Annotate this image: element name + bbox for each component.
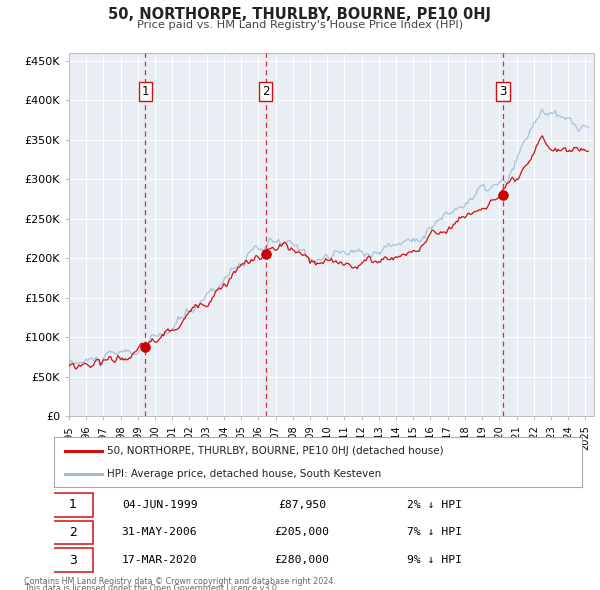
Text: 7% ↓ HPI: 7% ↓ HPI bbox=[407, 527, 461, 537]
Text: 17-MAR-2020: 17-MAR-2020 bbox=[122, 555, 197, 565]
Text: 31-MAY-2006: 31-MAY-2006 bbox=[122, 527, 197, 537]
Text: 1: 1 bbox=[142, 85, 149, 98]
Text: 04-JUN-1999: 04-JUN-1999 bbox=[122, 500, 197, 510]
Text: 50, NORTHORPE, THURLBY, BOURNE, PE10 0HJ (detached house): 50, NORTHORPE, THURLBY, BOURNE, PE10 0HJ… bbox=[107, 445, 443, 455]
Text: £280,000: £280,000 bbox=[275, 555, 329, 565]
Text: 3: 3 bbox=[69, 553, 77, 566]
Text: This data is licensed under the Open Government Licence v3.0.: This data is licensed under the Open Gov… bbox=[24, 584, 280, 590]
Text: HPI: Average price, detached house, South Kesteven: HPI: Average price, detached house, Sout… bbox=[107, 469, 381, 479]
Text: 9% ↓ HPI: 9% ↓ HPI bbox=[407, 555, 461, 565]
Text: 2% ↓ HPI: 2% ↓ HPI bbox=[407, 500, 461, 510]
Text: 2: 2 bbox=[69, 526, 77, 539]
FancyBboxPatch shape bbox=[53, 521, 92, 544]
Text: 3: 3 bbox=[499, 85, 506, 98]
FancyBboxPatch shape bbox=[53, 493, 92, 516]
Text: Price paid vs. HM Land Registry's House Price Index (HPI): Price paid vs. HM Land Registry's House … bbox=[137, 20, 463, 30]
Text: 2: 2 bbox=[262, 85, 269, 98]
Text: £205,000: £205,000 bbox=[275, 527, 329, 537]
Text: 1: 1 bbox=[69, 499, 77, 512]
Text: 50, NORTHORPE, THURLBY, BOURNE, PE10 0HJ: 50, NORTHORPE, THURLBY, BOURNE, PE10 0HJ bbox=[109, 7, 491, 22]
Text: Contains HM Land Registry data © Crown copyright and database right 2024.: Contains HM Land Registry data © Crown c… bbox=[24, 577, 336, 586]
FancyBboxPatch shape bbox=[53, 548, 92, 572]
Text: £87,950: £87,950 bbox=[278, 500, 326, 510]
